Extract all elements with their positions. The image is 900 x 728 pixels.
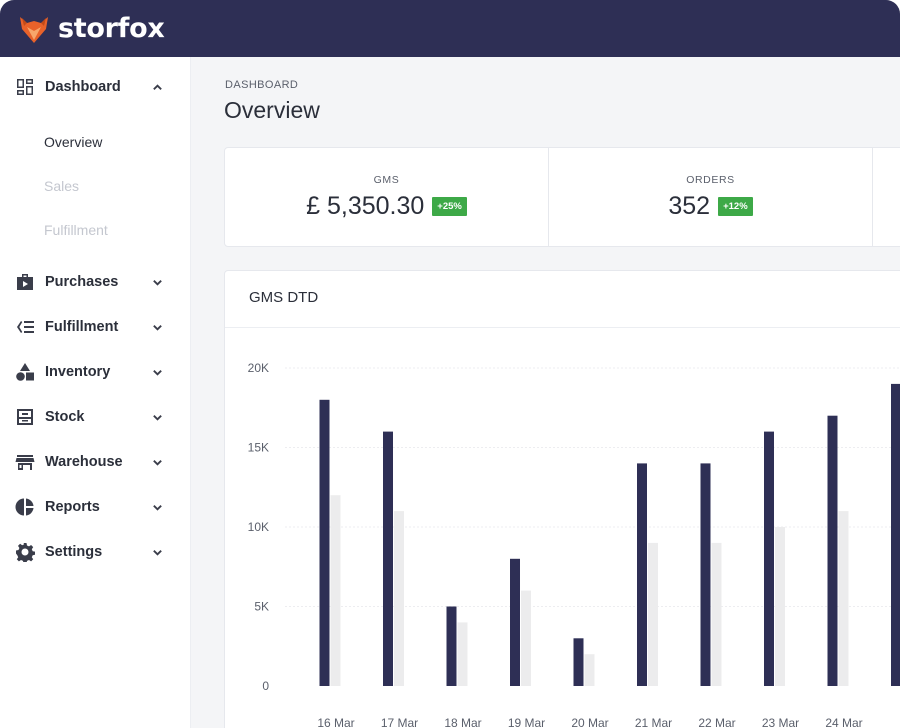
stat-label: ORDERS xyxy=(686,174,735,186)
chevron-down-icon xyxy=(151,456,163,468)
chevron-down-icon xyxy=(151,546,163,558)
dashboard-icon xyxy=(14,76,36,98)
stat-value: 352 xyxy=(668,192,711,220)
y-tick-label: 20K xyxy=(248,361,269,375)
sidebar-item-label: Purchases xyxy=(45,274,119,290)
x-tick-label: 23 Mar xyxy=(762,716,799,728)
stat-value: £ 5,350.30 xyxy=(306,192,425,220)
chevron-up-icon xyxy=(151,81,163,93)
bar-series-1 xyxy=(319,399,330,686)
chart-title: GMS DTD xyxy=(249,289,319,306)
top-bar: storfox xyxy=(0,0,900,57)
change-badge: +25% xyxy=(432,197,467,216)
sidebar-item-inventory[interactable]: Inventory xyxy=(0,352,191,392)
x-tick-label: 16 Mar xyxy=(317,716,354,728)
bar-series-2 xyxy=(584,654,595,686)
sidebar-item-label: Settings xyxy=(45,544,103,560)
sidebar-item-dashboard[interactable]: Dashboard xyxy=(0,67,191,107)
sidebar-item-label: Warehouse xyxy=(45,454,123,470)
bar-series-1 xyxy=(764,431,774,686)
bar-series-1 xyxy=(446,606,457,686)
bar-series-1 xyxy=(510,558,520,686)
change-badge: +12% xyxy=(718,197,753,216)
bar-series-1 xyxy=(573,638,584,686)
bar-series-1 xyxy=(700,463,711,686)
stats-card: GMS £ 5,350.30 +25% ORDERS 352 +12% xyxy=(224,147,900,247)
chevron-down-icon xyxy=(151,321,163,333)
breadcrumb[interactable]: DASHBOARD xyxy=(225,79,299,91)
y-tick-label: 15K xyxy=(248,441,269,455)
bar-series-1 xyxy=(637,463,647,686)
sidebar-item-label: Fulfillment xyxy=(45,319,119,335)
stat-label: GMS xyxy=(373,174,400,186)
brand-name: storfox xyxy=(58,13,165,44)
sidebar-subitem-sales[interactable]: Sales xyxy=(44,178,80,194)
sidebar-item-purchases[interactable]: Purchases xyxy=(0,262,191,302)
chevron-down-icon xyxy=(151,501,163,513)
sidebar-subitem-fulfillment[interactable]: Fulfillment xyxy=(44,222,108,238)
chevron-down-icon xyxy=(151,276,163,288)
bar-series-1 xyxy=(383,431,393,686)
bar-series-2 xyxy=(838,511,849,686)
chevron-down-icon xyxy=(151,366,163,378)
x-tick-label: 17 Mar xyxy=(381,716,418,728)
bar-series-2 xyxy=(330,495,341,686)
sidebar-item-settings[interactable]: Settings xyxy=(0,532,191,572)
sidebar-item-reports[interactable]: Reports xyxy=(0,487,191,527)
bar-series-1 xyxy=(891,383,900,686)
stock-icon xyxy=(14,406,36,428)
purchases-icon xyxy=(14,271,36,293)
stat-gms: GMS £ 5,350.30 +25% xyxy=(225,148,549,246)
bar-series-2 xyxy=(521,590,531,686)
sidebar-subitem-overview[interactable]: Overview xyxy=(44,134,103,150)
x-tick-label: 22 Mar xyxy=(698,716,735,728)
x-tick-label: 18 Mar xyxy=(444,716,481,728)
y-tick-label: 5K xyxy=(254,600,269,614)
chevron-down-icon xyxy=(151,411,163,423)
sidebar: Dashboard Overview Sales Fulfillment Pur… xyxy=(0,57,191,728)
x-tick-label: 21 Mar xyxy=(635,716,672,728)
bar-series-2 xyxy=(457,622,468,686)
bar-series-2 xyxy=(775,527,785,686)
x-tick-label: 20 Mar xyxy=(571,716,608,728)
x-tick-label: 19 Mar xyxy=(508,716,545,728)
warehouse-icon xyxy=(14,451,36,473)
sidebar-item-label: Dashboard xyxy=(45,79,121,95)
bar-series-2 xyxy=(394,511,404,686)
sidebar-item-warehouse[interactable]: Warehouse xyxy=(0,442,191,482)
inventory-icon xyxy=(14,361,36,383)
main-content: DASHBOARD Overview GMS £ 5,350.30 +25% O… xyxy=(191,57,900,728)
sidebar-item-label: Inventory xyxy=(45,364,111,380)
bar-series-2 xyxy=(648,542,658,686)
chart-card: GMS DTD 0 5K 10K 15K 20K 16 Mar 17 Mar 18 Mar 19… xyxy=(224,270,900,728)
reports-icon xyxy=(14,496,36,518)
y-tick-label: 0 xyxy=(262,679,269,693)
y-tick-label: 10K xyxy=(248,520,269,534)
bar-series-2 xyxy=(711,542,722,686)
fulfillment-icon xyxy=(14,316,36,338)
x-tick-label: 24 Mar xyxy=(825,716,862,728)
stat-orders: ORDERS 352 +12% xyxy=(549,148,873,246)
sidebar-item-label: Reports xyxy=(45,499,100,515)
divider xyxy=(225,327,900,328)
bar-chart: 0 5K 10K 15K 20K 16 Mar 17 Mar 18 Mar 19 Mar 20 M… xyxy=(248,361,900,728)
sidebar-item-label: Stock xyxy=(45,409,85,425)
fox-logo-icon[interactable] xyxy=(18,13,50,45)
page-title: Overview xyxy=(224,97,320,123)
bar-series-1 xyxy=(827,415,838,686)
sidebar-item-stock[interactable]: Stock xyxy=(0,397,191,437)
gear-icon xyxy=(14,541,36,563)
sidebar-item-fulfillment[interactable]: Fulfillment xyxy=(0,307,191,347)
